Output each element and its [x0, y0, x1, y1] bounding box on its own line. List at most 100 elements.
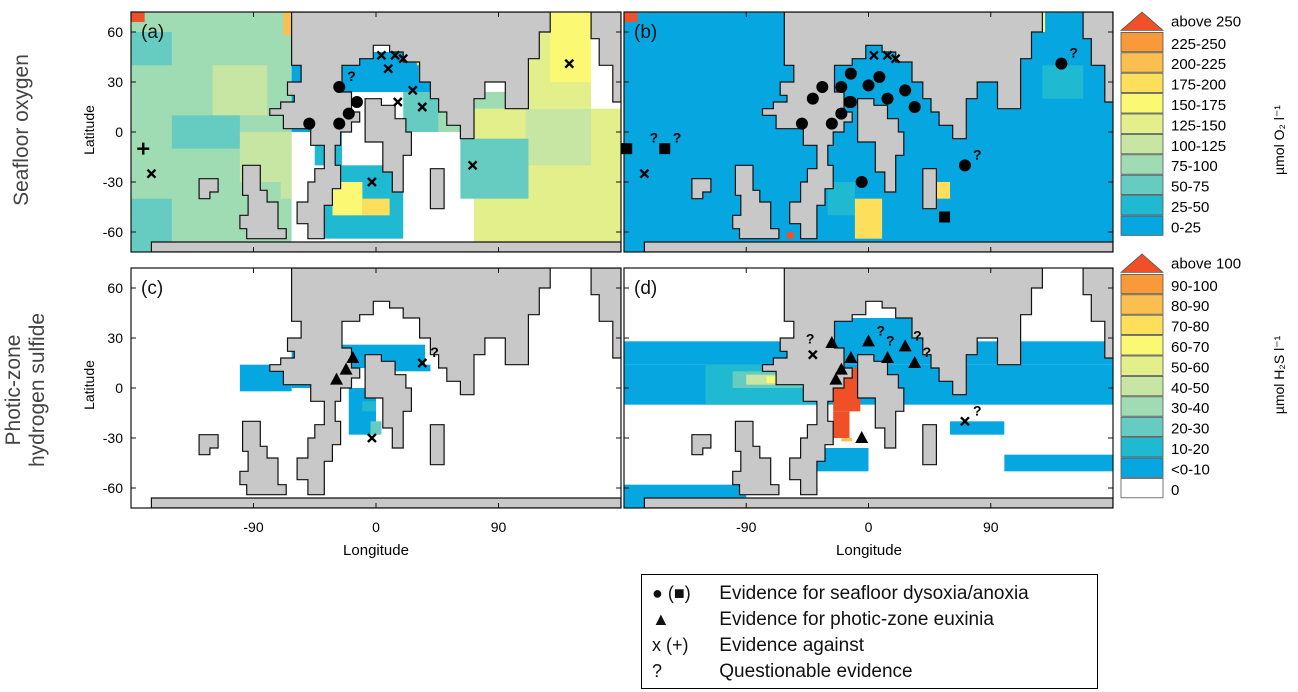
marker-x	[367, 177, 377, 187]
field-cell	[814, 448, 869, 472]
colorbar-swatch	[1120, 154, 1164, 175]
field-cell	[624, 12, 638, 22]
marker-circle	[881, 92, 894, 105]
marker-circle	[333, 117, 346, 130]
x-tick-label: 90	[491, 519, 507, 535]
questionable-mark: ?	[673, 130, 682, 146]
marker-x	[392, 97, 403, 107]
questionable-mark: ?	[973, 146, 982, 162]
marker-triangle	[825, 336, 839, 348]
legend-text-dysoxia: Evidence for seafloor dysoxia/anoxia	[719, 583, 1029, 604]
landmass	[691, 434, 712, 456]
landmass	[1082, 268, 1113, 359]
field-cell	[841, 438, 853, 442]
xlabel-c: Longitude	[343, 542, 409, 559]
colorbar-label: 50-75	[1171, 179, 1209, 196]
colorbar-swatch	[1120, 477, 1164, 499]
colorbar-swatch	[1120, 72, 1164, 93]
panel-label: (d)	[634, 278, 657, 299]
marker-circle	[835, 107, 848, 120]
landmass	[150, 241, 621, 252]
colorbar-swatch	[1120, 93, 1164, 114]
colorbar-swatch	[1120, 396, 1164, 417]
marker-plus	[137, 142, 150, 155]
colorbar-label: 10-20	[1171, 441, 1209, 458]
marker-triangle	[844, 351, 858, 363]
marker-triangle	[898, 339, 912, 352]
marker-x	[639, 168, 650, 179]
field-cell	[854, 198, 883, 239]
colorbar-label: 175-200	[1171, 77, 1226, 94]
xlabel-d: Longitude	[836, 542, 902, 559]
marker-circle	[958, 159, 971, 172]
marker-triangle	[834, 362, 848, 375]
colorbar-label: above 100	[1171, 255, 1241, 272]
marker-x	[890, 53, 901, 64]
panel-label: (c)	[141, 278, 163, 299]
landmass	[732, 420, 780, 496]
marker-x	[467, 160, 478, 171]
legend-symbol-question: ?	[652, 661, 663, 681]
colorbar-label: above 250	[1171, 13, 1241, 30]
colorbar-label: 60-70	[1171, 339, 1209, 356]
landmass	[590, 268, 621, 359]
y-tick-label: -30	[103, 430, 123, 446]
colorbar-swatch	[1120, 314, 1164, 336]
row-label-oxygen: Seafloor oxygen	[10, 54, 33, 206]
field-cell	[624, 341, 1113, 365]
field-cell	[550, 12, 592, 82]
marker-circle	[795, 117, 808, 130]
legend-text-against: Evidence against	[719, 635, 864, 656]
legend-row-euxinia: ▲ Evidence for photic-zone euxinia	[652, 609, 994, 633]
marker-x	[417, 102, 428, 112]
landmass	[691, 178, 712, 200]
ylabel-a: Latitude	[81, 105, 97, 155]
landmass	[198, 178, 219, 200]
field-cell	[833, 411, 850, 438]
x-tick-label: -90	[736, 519, 756, 535]
field-cell	[950, 421, 1005, 435]
colorbar-swatch	[1120, 375, 1164, 397]
colorbar-swatch	[1120, 273, 1164, 295]
colorbar-label: 100-125	[1171, 138, 1226, 155]
field-cell	[1042, 65, 1084, 99]
field-cell	[936, 182, 950, 199]
marker-circle	[855, 176, 868, 188]
questionable-mark: ?	[650, 130, 659, 146]
colorbar-swatch	[1120, 195, 1164, 216]
marker-circle	[806, 92, 819, 105]
marker-circle	[862, 79, 875, 92]
questionable-mark: ?	[913, 327, 922, 343]
landmass	[239, 420, 287, 496]
marker-circle	[835, 81, 848, 93]
field-cell	[370, 421, 382, 435]
panel-c: (c) 60 30 0 -30 -60 -90 0 90?	[103, 267, 622, 535]
field-cell	[212, 65, 268, 116]
colorbar-arrow	[1119, 253, 1165, 273]
landmass	[239, 164, 287, 240]
field-cell	[171, 115, 240, 149]
marker-x	[146, 168, 157, 179]
marker-circle	[844, 67, 857, 80]
y-tick-label: 0	[115, 124, 123, 140]
landmass	[364, 354, 412, 449]
landmass	[150, 497, 621, 508]
ylabel-c: Latitude	[81, 360, 97, 410]
landmass	[643, 241, 1113, 252]
marker-circle	[825, 117, 838, 130]
colorbar-swatch	[1120, 113, 1164, 134]
legend-text-euxinia: Evidence for photic-zone euxinia	[719, 609, 994, 630]
y-tick-label: -60	[103, 224, 123, 240]
field-cell	[460, 138, 529, 199]
landmass	[732, 164, 780, 240]
marker-circle	[816, 81, 829, 93]
marker-circle	[342, 107, 355, 120]
landmass	[922, 168, 938, 210]
marker-circle	[350, 96, 363, 108]
x-tick-label: 0	[865, 519, 873, 535]
y-tick-label: -60	[103, 480, 123, 496]
questionable-mark: ?	[347, 68, 356, 84]
colorbar-label: 225-250	[1171, 36, 1226, 53]
colorbar-label: 0-25	[1171, 219, 1201, 236]
marker-x	[383, 63, 394, 74]
